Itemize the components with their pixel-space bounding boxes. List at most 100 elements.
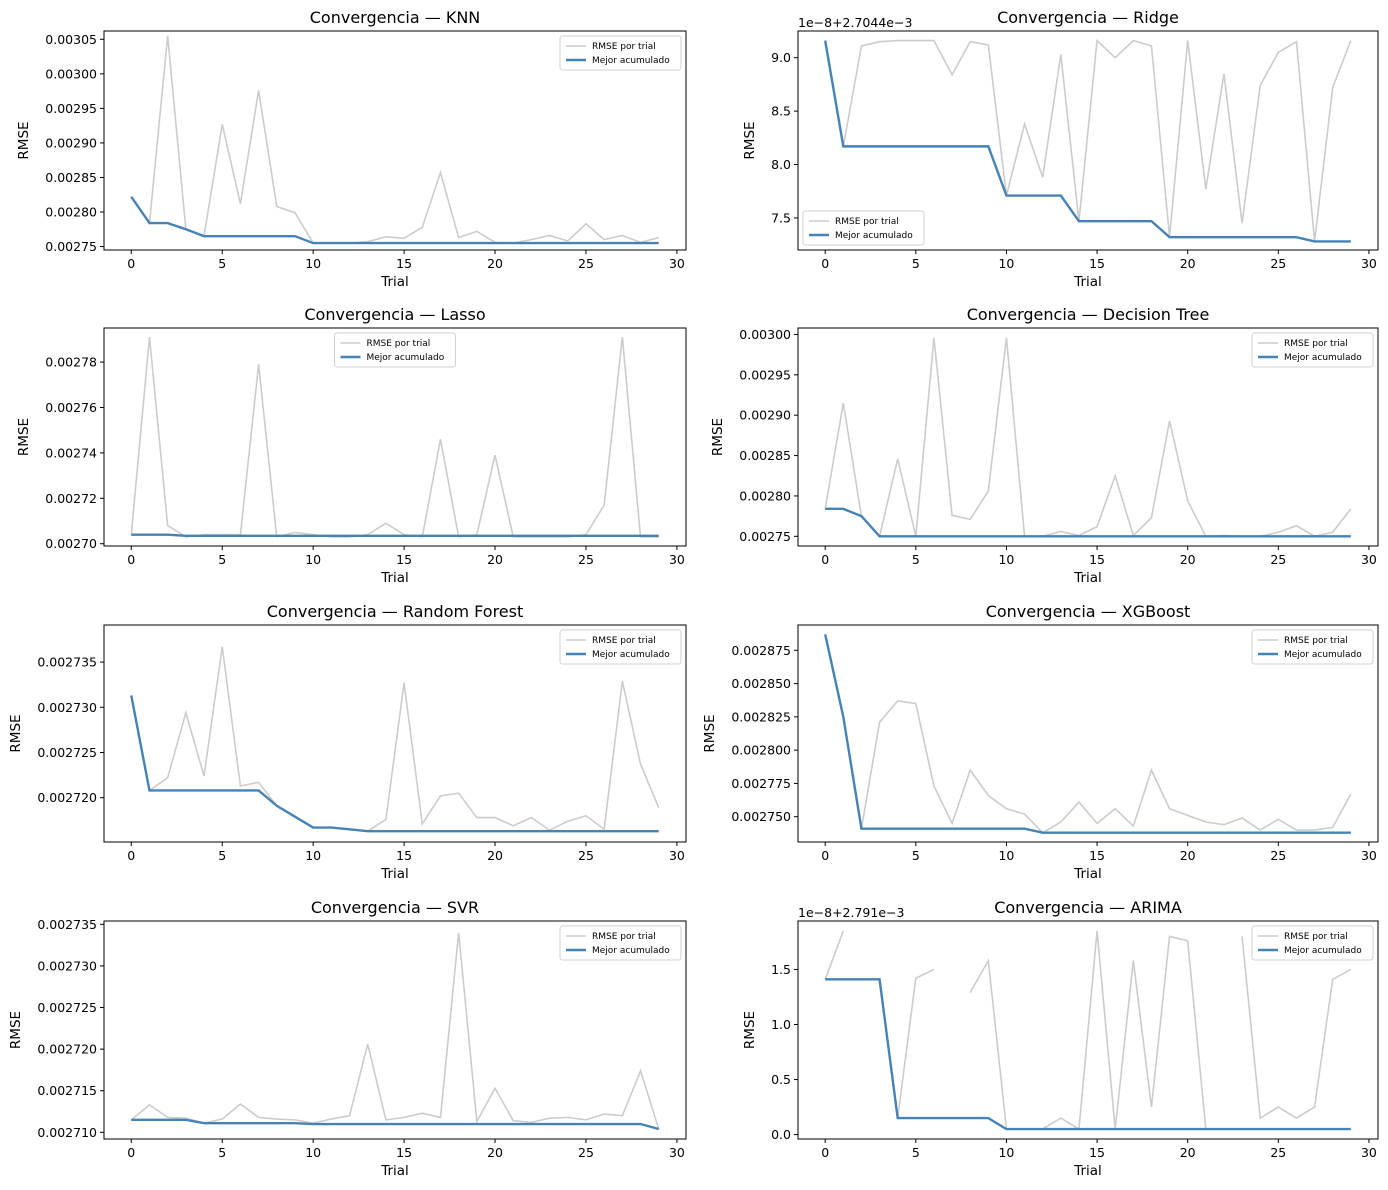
legend: RMSE por trial Mejor acumulado: [559, 35, 682, 71]
subplot-title: Convergencia — XGBoost: [986, 602, 1191, 621]
legend-label-best: Mejor acumulado: [592, 946, 670, 956]
subplot-1: Convergencia — KNN 0 5 10 15 20 25 30 0.00275 0.0…: [16, 8, 687, 290]
x-tick-label: 0: [821, 256, 829, 271]
legend-box: [802, 210, 925, 246]
y-axis-label: RMSE: [16, 418, 32, 456]
x-tick-label: 25: [1270, 1145, 1286, 1160]
subplot-title: Convergencia — SVR: [311, 898, 479, 917]
axes-frame: [797, 920, 1379, 1140]
x-tick-label: 30: [669, 848, 685, 863]
legend: RMSE por trial Mejor acumulado: [1251, 629, 1374, 665]
axes-frame: [103, 920, 687, 1140]
subplot-title: Convergencia — ARIMA: [994, 898, 1182, 917]
x-tick-label: 5: [218, 256, 226, 271]
legend-label-trial: RMSE por trial: [1284, 339, 1348, 349]
x-tick-label: 15: [1089, 848, 1105, 863]
y-tick-label: 0.00295: [739, 367, 791, 382]
y-tick-label: 0.0: [771, 1127, 791, 1142]
series-line-rmse-por-trial: [130, 35, 659, 244]
x-tick-label: 10: [305, 1145, 321, 1160]
axes-frame: [797, 327, 1379, 547]
series-line-mejor-acumulado: [825, 978, 1351, 1131]
x-tick-label: 30: [1361, 256, 1377, 271]
axes-frame: [103, 624, 687, 843]
x-tick-label: 15: [1089, 552, 1105, 567]
y-tick-label: 0.002730: [37, 700, 97, 715]
series-line-mejor-acumulado: [825, 507, 1351, 538]
x-tick-label: 0: [127, 1145, 135, 1160]
x-tick-label: 25: [578, 1145, 594, 1160]
legend-label-best: Mejor acumulado: [1284, 353, 1362, 363]
legend: RMSE por trial Mejor acumulado: [334, 332, 456, 368]
y-axis-label: RMSE: [8, 1011, 24, 1049]
y-axis-label: RMSE: [710, 418, 726, 456]
legend-label-trial: RMSE por trial: [367, 339, 431, 349]
legend-box: [1251, 332, 1374, 368]
y-tick-label: 8.5: [771, 104, 791, 119]
subplot-7: Convergencia — SVR 0 5 10 15 20 25 30 0.002710 0.…: [8, 898, 687, 1179]
x-tick-label: 20: [1180, 848, 1196, 863]
y-tick-label: 0.002875: [731, 643, 791, 658]
series-line-rmse-por-trial: [130, 646, 660, 832]
legend-label-best: Mejor acumulado: [1284, 946, 1362, 956]
legend: RMSE por trial Mejor acumulado: [1251, 925, 1374, 961]
x-tick-label: 25: [1270, 256, 1286, 271]
legend-box: [1251, 629, 1374, 665]
subplot-title: Convergencia — Lasso: [304, 305, 485, 324]
x-tick-label: 15: [1089, 1145, 1105, 1160]
y-axis-label: RMSE: [742, 1011, 758, 1049]
y-tick-label: 0.002735: [37, 917, 97, 932]
x-tick-label: 10: [998, 848, 1014, 863]
x-tick-label: 30: [669, 256, 685, 271]
y-tick-label: 0.00274: [45, 445, 97, 460]
x-tick-label: 5: [912, 848, 920, 863]
x-axis-label: Trial: [380, 274, 409, 290]
x-tick-label: 5: [218, 848, 226, 863]
y-tick-label: 7.5: [771, 210, 791, 225]
x-tick-label: 5: [912, 1145, 920, 1160]
x-axis-label: Trial: [1073, 570, 1102, 586]
x-tick-label: 30: [1361, 848, 1377, 863]
subplot-8: Convergencia — ARIMA 1e−8+2.791e−3 0 5 10 15 2…: [742, 898, 1379, 1179]
x-tick-label: 15: [396, 552, 412, 567]
series-line-rmse-por-trial: [824, 38, 1352, 242]
x-tick-label: 15: [396, 848, 412, 863]
x-tick-label: 0: [821, 848, 829, 863]
x-axis-label: Trial: [380, 570, 409, 586]
legend-label-trial: RMSE por trial: [1284, 636, 1348, 646]
x-tick-label: 20: [487, 848, 503, 863]
y-tick-label: 0.00300: [45, 66, 97, 81]
series-line-rmse-por-trial: [130, 932, 660, 1130]
x-tick-label: 5: [912, 552, 920, 567]
y-axis-label: RMSE: [742, 121, 758, 159]
legend: RMSE por trial Mejor acumulado: [559, 925, 682, 961]
legend-label-trial: RMSE por trial: [592, 932, 656, 942]
legend-label-trial: RMSE por trial: [1284, 932, 1348, 942]
y-tick-label: 0.00280: [45, 205, 97, 220]
y-tick-label: 0.00275: [45, 239, 97, 254]
x-tick-label: 5: [912, 256, 920, 271]
x-axis-label: Trial: [1073, 866, 1102, 882]
x-tick-label: 20: [1180, 552, 1196, 567]
legend-label-trial: RMSE por trial: [592, 636, 656, 646]
y-axis-label: RMSE: [702, 714, 718, 752]
y-tick-label: 8.0: [771, 157, 791, 172]
series-line-mejor-acumulado: [130, 196, 659, 245]
y-tick-label: 0.00280: [739, 488, 791, 503]
legend-label-best: Mejor acumulado: [592, 650, 670, 660]
x-tick-label: 15: [1089, 256, 1105, 271]
x-tick-label: 0: [821, 1145, 829, 1160]
series-line-mejor-acumulado: [824, 40, 1351, 243]
x-tick-label: 30: [669, 1145, 685, 1160]
x-axis-label: Trial: [380, 1163, 409, 1179]
x-tick-label: 0: [821, 552, 829, 567]
y-tick-label: 0.002725: [37, 745, 97, 760]
x-axis-label: Trial: [1073, 274, 1102, 290]
y-tick-label: 0.00290: [45, 135, 97, 150]
x-tick-label: 15: [396, 256, 412, 271]
y-tick-label: 0.002735: [37, 655, 97, 670]
subplot-title: Convergencia — Random Forest: [267, 602, 524, 621]
series-line-mejor-acumulado: [824, 634, 1351, 834]
x-tick-label: 25: [1270, 552, 1286, 567]
